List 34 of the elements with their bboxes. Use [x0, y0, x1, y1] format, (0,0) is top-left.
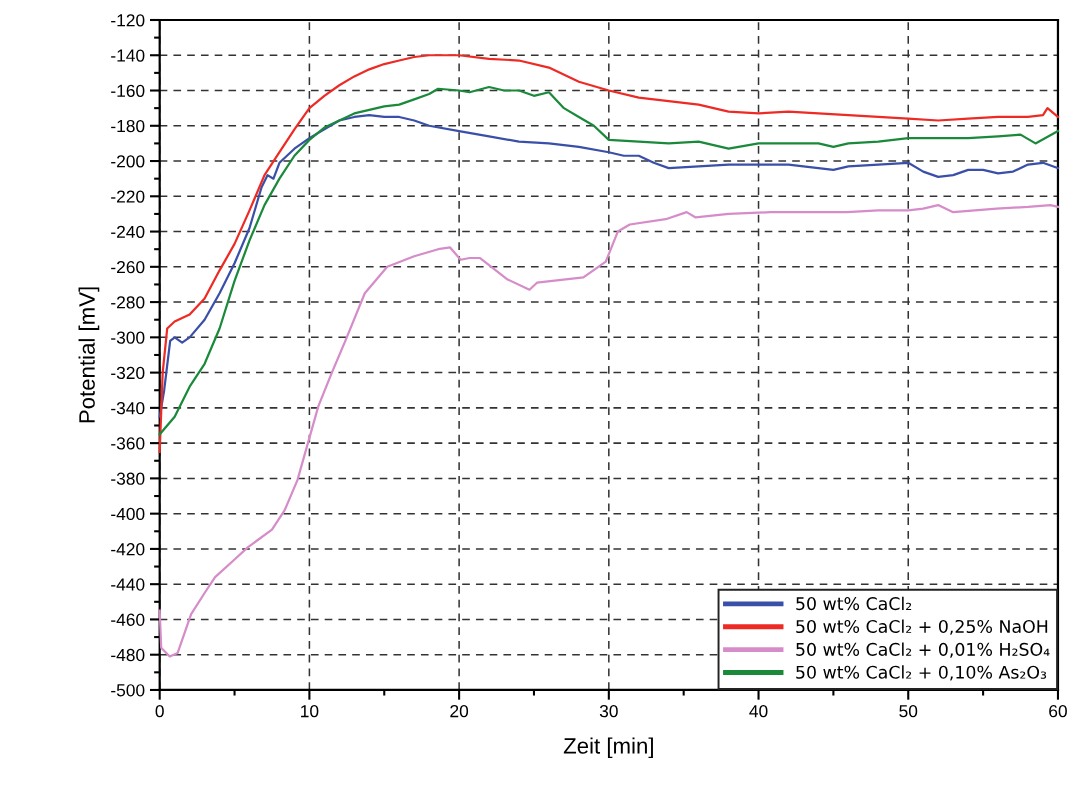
x-tick-label: 20 [450, 705, 469, 718]
y-tick-label: -120 [111, 14, 145, 27]
y-tick-label: -240 [111, 225, 145, 239]
x-tick-label: 10 [301, 705, 319, 718]
y-tick-label: -160 [111, 84, 145, 97]
y-tick-label: -260 [111, 260, 145, 274]
legend-label: 50 wt% CaCl₂ + 0,25% NaOH [796, 619, 1048, 635]
y-tick-label: -140 [111, 49, 145, 62]
x-tick-label: 60 [1049, 705, 1067, 718]
y-tick-label: -460 [111, 613, 145, 626]
y-tick-label: -420 [111, 543, 145, 556]
y-tick-label: -500 [111, 684, 145, 697]
line-series [158, 204, 1060, 658]
y-tick-label: -280 [111, 296, 145, 309]
y-tick-label: -220 [111, 190, 145, 203]
x-axis-title: Zeit [min] [563, 737, 653, 759]
y-tick-label: -340 [111, 402, 145, 415]
legend-label: 50 wt% CaCl₂ + 0,01% H₂SO₄ [796, 642, 1050, 658]
legend-label: 50 wt% CaCl₂ [796, 596, 912, 611]
y-axis-title: Potential [mV] [78, 287, 100, 423]
x-tick-label: 40 [749, 705, 768, 718]
y-tick-label: -200 [111, 155, 145, 168]
y-tick-label: -180 [111, 119, 145, 133]
y-tick-label: -320 [111, 366, 145, 380]
legend-label: 50 wt% CaCl₂ + 0,10% As₂O₃ [796, 665, 1047, 681]
y-tick-label: -380 [111, 472, 145, 485]
x-tick-label: 0 [155, 705, 164, 718]
y-tick-label: -360 [111, 437, 145, 450]
y-tick-label: -400 [111, 507, 145, 521]
x-tick-label: 30 [599, 705, 618, 718]
x-tick-label: 50 [899, 705, 918, 718]
y-tick-label: -480 [111, 648, 145, 662]
y-tick-label: -440 [111, 578, 145, 591]
y-tick-label: -300 [111, 331, 145, 344]
